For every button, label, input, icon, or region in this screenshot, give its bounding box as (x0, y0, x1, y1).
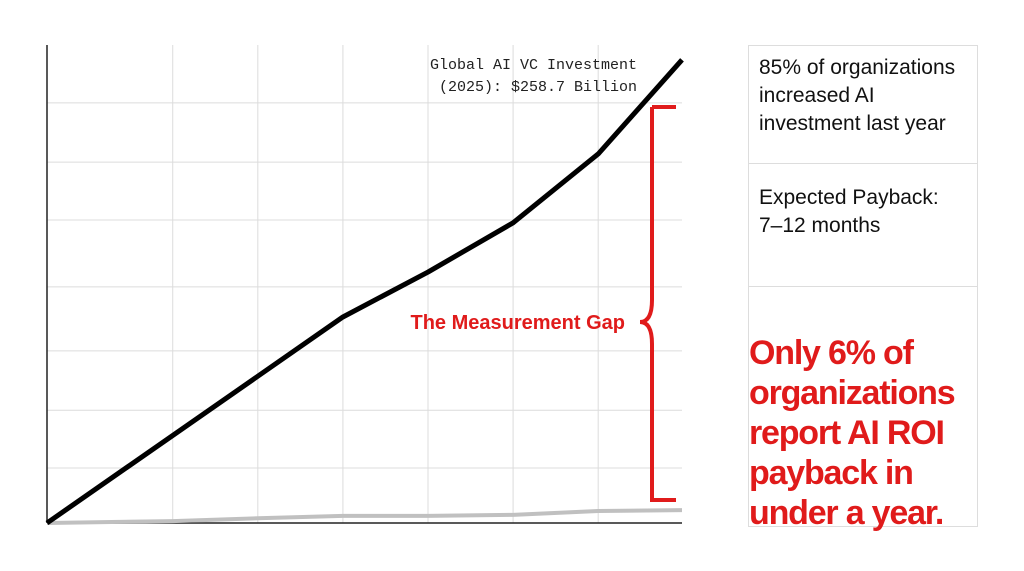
panel-text: increased AI (759, 84, 875, 107)
stat-cell: 85% of organizations increased AI investme… (749, 46, 977, 163)
data-line (45, 58, 684, 526)
panel-text: 85% of organizations (759, 56, 956, 79)
panel-text: investment last year (759, 112, 946, 135)
panel-text: under a year. (749, 494, 944, 532)
panel-text: 7–12 months (759, 214, 881, 237)
chart: Global AI VC Investment (2025): $258.7 Bi… (45, 45, 684, 526)
data-line (46, 508, 683, 525)
gap-label: The Measurement Gap (410, 312, 625, 334)
highlight-cell: Only 6% of organizations report AI ROI payb… (749, 286, 977, 532)
annotation: (2025): $258.7 Billion (439, 79, 637, 96)
panel-text: report AI ROI (749, 414, 945, 452)
side-panel: 85% of organizations increased AI investme… (748, 45, 978, 532)
gap-bracket (639, 105, 676, 502)
panel-text: Expected Payback: (759, 186, 939, 209)
annotation: Global AI VC Investment (430, 57, 637, 74)
panel-text: payback in (749, 454, 914, 492)
panel-text: organizations (749, 374, 956, 412)
payback-cell: Expected Payback: 7–12 months (749, 163, 977, 286)
panel-text: Only 6% of (749, 334, 914, 372)
